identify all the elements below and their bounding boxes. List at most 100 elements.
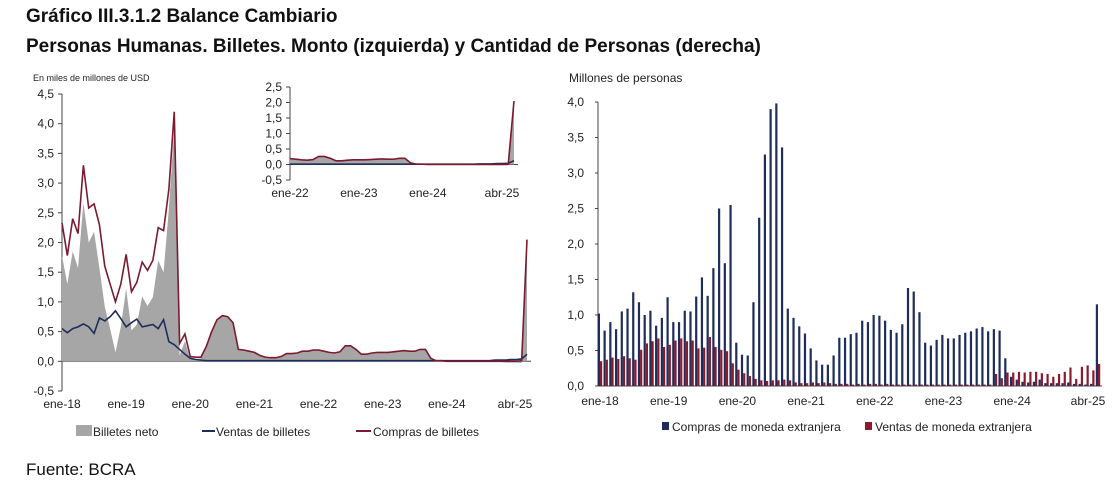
y-tick-label: 0,5 — [37, 325, 54, 339]
compras-bar — [872, 315, 875, 386]
compras-bar — [1015, 379, 1018, 386]
compras-bar — [740, 354, 744, 386]
compras-bar — [918, 312, 921, 386]
compras-bar — [884, 320, 887, 386]
ventas-bar — [662, 346, 666, 386]
compras-bar — [1009, 376, 1013, 386]
compras-bar — [866, 322, 870, 386]
compras-bar — [786, 308, 789, 386]
compras-bar — [626, 308, 629, 386]
ventas-bar — [1080, 366, 1084, 386]
compras-bar — [706, 295, 709, 386]
inset-y-tick-label: 0,0 — [265, 158, 282, 172]
ventas-bar — [846, 383, 849, 386]
compras-bar — [792, 317, 795, 386]
right-x-tick-label: ene-24 — [993, 394, 1031, 408]
compras-bar — [849, 334, 852, 386]
compras-bar — [1095, 304, 1098, 386]
legend-ventas-moneda-swatch — [865, 422, 872, 430]
compras-bar — [758, 217, 761, 386]
ventas-bar — [760, 380, 763, 386]
ventas-bar — [800, 383, 803, 386]
compras-bar — [723, 263, 726, 386]
right-y-tick-label: 4,0 — [567, 95, 584, 109]
ventas-bar — [972, 384, 975, 386]
inset-x-tick-label: abr-25 — [485, 186, 520, 200]
ventas-bar — [897, 384, 900, 386]
ventas-bar — [851, 384, 855, 386]
ventas-bar — [622, 356, 626, 386]
ventas-bar — [743, 373, 746, 386]
compras-bar — [924, 342, 927, 386]
compras-bar — [597, 313, 600, 386]
legend-ventas-label: Ventas de billetes — [216, 425, 310, 439]
ventas-bar — [954, 384, 958, 386]
inset-x-tick-label: ene-24 — [409, 186, 447, 200]
chart-title: Gráfico III.3.1.2 Balance Cambiario — [26, 6, 338, 27]
ventas-bar — [777, 380, 780, 386]
ventas-bar — [1029, 371, 1032, 386]
compras-bar — [769, 109, 772, 386]
inset-y-tick-label: 2,5 — [265, 80, 282, 94]
compras-bar — [712, 268, 715, 386]
ventas-bar — [903, 384, 906, 386]
ventas-bar — [725, 351, 729, 386]
legend-compras-moneda-swatch — [662, 422, 669, 430]
compras-bar — [729, 204, 732, 386]
ventas-bar — [783, 379, 786, 386]
ventas-bar — [869, 383, 872, 386]
compras-bar — [1032, 381, 1036, 386]
ventas-bar — [754, 378, 757, 386]
compras-bar — [1021, 381, 1024, 386]
compras-bar — [935, 339, 938, 386]
ventas-bar — [909, 384, 912, 386]
compras-bar — [821, 364, 824, 386]
ventas-bar — [640, 349, 643, 386]
ventas-bar — [794, 382, 797, 386]
compras-bar — [1050, 383, 1053, 386]
compras-bar — [700, 277, 704, 386]
right-y-tick-label: 1,0 — [567, 308, 584, 322]
compras-bar — [637, 302, 641, 386]
ventas-bar — [731, 363, 734, 386]
ventas-bar — [840, 383, 843, 386]
inset-x-tick-label: ene-23 — [340, 186, 378, 200]
right-y-tick-label: 2,0 — [567, 237, 584, 251]
inset-y-tick-label: -0,5 — [261, 173, 282, 187]
compras-bar — [775, 103, 778, 387]
compras-bar — [660, 317, 663, 386]
ventas-bar — [983, 384, 986, 386]
compras-bar — [649, 310, 652, 386]
compras-bar — [1061, 383, 1064, 386]
inset-compras-line — [289, 100, 515, 166]
ventas-bar — [737, 369, 740, 386]
compras-bar — [1067, 382, 1070, 386]
ventas-bar — [697, 348, 700, 386]
ventas-bar — [674, 340, 677, 386]
ventas-bar — [1098, 363, 1101, 386]
compras-bar — [952, 338, 955, 386]
compras-bar — [992, 329, 995, 386]
ventas-bar — [863, 384, 866, 386]
legend-compras-moneda-label: Compras de moneda extranjera — [672, 420, 841, 434]
x-tick-label: ene-20 — [172, 397, 210, 411]
right-y-tick-label: 0,5 — [567, 344, 584, 358]
inset-y-tick-label: 0,5 — [265, 142, 282, 156]
y-tick-label: 3,5 — [37, 146, 54, 160]
ventas-bar — [611, 357, 614, 386]
ventas-bar — [811, 382, 814, 386]
compras-bar — [826, 364, 829, 386]
ventas-bar — [932, 384, 935, 386]
ventas-bar — [680, 338, 683, 386]
ventas-bar — [634, 359, 637, 386]
compras-bar — [912, 291, 915, 386]
compras-bar — [1055, 383, 1058, 386]
ventas-bar — [1017, 371, 1021, 386]
ventas-bar — [994, 373, 998, 386]
inset-x-tick-label: ene-22 — [271, 186, 309, 200]
ventas-bar — [668, 344, 671, 386]
y-tick-label: 4,5 — [37, 87, 54, 101]
compras-bar — [889, 329, 892, 386]
compras-bar — [998, 330, 1001, 386]
source-note: Fuente: BCRA — [26, 460, 136, 479]
